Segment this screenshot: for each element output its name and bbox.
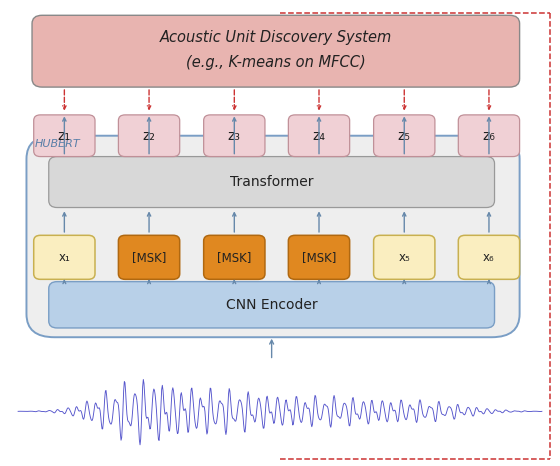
Text: z₃: z₃ xyxy=(228,129,241,143)
Text: [MSK]: [MSK] xyxy=(302,251,336,264)
Text: CNN Encoder: CNN Encoder xyxy=(226,298,318,312)
Text: z₅: z₅ xyxy=(398,129,410,143)
FancyBboxPatch shape xyxy=(288,115,349,157)
FancyBboxPatch shape xyxy=(458,235,520,279)
FancyBboxPatch shape xyxy=(118,115,180,157)
Text: [MSK]: [MSK] xyxy=(132,251,166,264)
Text: z₁: z₁ xyxy=(58,129,71,143)
Text: z₂: z₂ xyxy=(143,129,156,143)
Text: z₆: z₆ xyxy=(483,129,496,143)
FancyBboxPatch shape xyxy=(26,136,520,337)
FancyBboxPatch shape xyxy=(118,235,180,279)
FancyBboxPatch shape xyxy=(204,235,265,279)
Text: z₄: z₄ xyxy=(312,129,325,143)
Text: [MSK]: [MSK] xyxy=(217,251,251,264)
FancyBboxPatch shape xyxy=(49,157,494,207)
FancyBboxPatch shape xyxy=(49,281,494,328)
Text: HUBERT: HUBERT xyxy=(35,139,81,150)
Text: x₁: x₁ xyxy=(58,251,71,264)
FancyBboxPatch shape xyxy=(288,235,349,279)
FancyBboxPatch shape xyxy=(204,115,265,157)
Text: Acoustic Unit Discovery System: Acoustic Unit Discovery System xyxy=(160,30,392,45)
FancyBboxPatch shape xyxy=(32,15,520,87)
Text: x₅: x₅ xyxy=(398,251,410,264)
Text: (e.g., K-means on MFCC): (e.g., K-means on MFCC) xyxy=(186,55,366,70)
FancyBboxPatch shape xyxy=(34,235,95,279)
FancyBboxPatch shape xyxy=(458,115,520,157)
FancyBboxPatch shape xyxy=(34,115,95,157)
FancyBboxPatch shape xyxy=(374,115,435,157)
FancyBboxPatch shape xyxy=(374,235,435,279)
Text: x₆: x₆ xyxy=(483,251,495,264)
Text: Transformer: Transformer xyxy=(230,175,314,189)
